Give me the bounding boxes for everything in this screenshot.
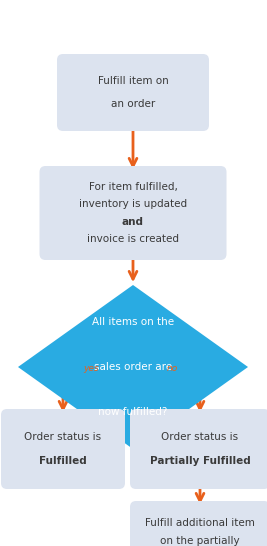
Text: sales order are: sales order are [94, 362, 172, 372]
Text: yes: yes [83, 364, 99, 373]
Text: Partially Fulfilled: Partially Fulfilled [150, 456, 250, 466]
Polygon shape [18, 285, 248, 449]
FancyBboxPatch shape [130, 409, 267, 489]
Text: on the partially: on the partially [160, 536, 240, 546]
FancyBboxPatch shape [130, 501, 267, 546]
Text: Fulfilled: Fulfilled [39, 456, 87, 466]
Text: Order status is: Order status is [162, 432, 238, 442]
Text: All items on the: All items on the [92, 317, 174, 327]
Text: and: and [122, 217, 144, 227]
Text: Fulfill item on: Fulfill item on [98, 76, 168, 86]
Text: inventory is updated: inventory is updated [79, 199, 187, 210]
FancyBboxPatch shape [1, 409, 125, 489]
Text: invoice is created: invoice is created [87, 234, 179, 244]
FancyBboxPatch shape [40, 166, 226, 260]
Text: Fulfill additional item: Fulfill additional item [145, 518, 255, 528]
Text: no: no [166, 364, 178, 373]
Text: Order status is: Order status is [25, 432, 101, 442]
Text: an order: an order [111, 99, 155, 109]
Text: now fulfilled?: now fulfilled? [98, 407, 168, 417]
FancyBboxPatch shape [57, 54, 209, 131]
Text: For item fulfilled,: For item fulfilled, [89, 182, 178, 192]
